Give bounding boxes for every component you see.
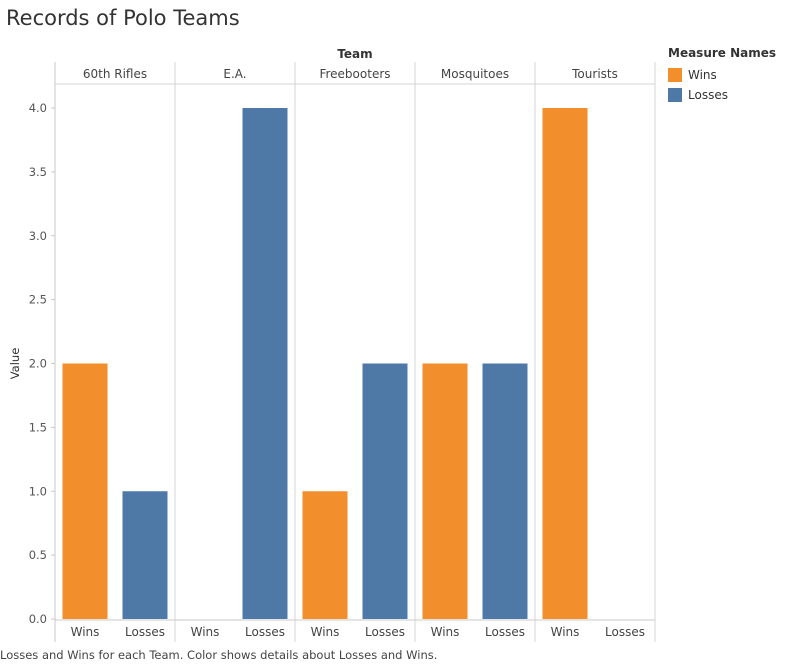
team-header-60th-rifles: 60th Rifles (83, 67, 147, 81)
x-tick-label-freebooters-wins: Wins (311, 625, 340, 639)
x-tick-label-60th-rifles-wins: Wins (71, 625, 100, 639)
x-tick-label-mosquitoes-wins: Wins (431, 625, 460, 639)
team-header-freebooters: Freebooters (319, 67, 390, 81)
bar-60th-rifles-losses (122, 491, 168, 619)
y-tick-label: 2.5 (29, 293, 47, 307)
legend-title: Measure Names (668, 46, 777, 60)
legend-swatch-wins (668, 68, 682, 82)
legend: Measure Names Wins Losses (668, 46, 776, 105)
y-tick-label: 4.0 (29, 101, 47, 115)
bar-e-a-losses (242, 108, 288, 619)
bar-tourists-wins (542, 108, 588, 619)
team-header-mosquitoes: Mosquitoes (441, 67, 509, 81)
y-tick-label: 1.0 (29, 484, 47, 498)
bar-mosquitoes-losses (482, 363, 528, 619)
legend-label-wins: Wins (688, 68, 717, 82)
y-tick-label: 0.5 (29, 548, 47, 562)
y-tick-label: 2.0 (29, 357, 47, 371)
column-header-label: Team (337, 47, 372, 61)
y-axis-label: Value (8, 348, 22, 380)
x-tick-label-60th-rifles-losses: Losses (125, 625, 165, 639)
y-tick-label: 3.0 (29, 229, 47, 243)
y-tick-label: 1.5 (29, 420, 47, 434)
team-header-e-a: E.A. (223, 67, 246, 81)
y-tick-label: 0.0 (29, 612, 47, 626)
y-tick-label: 3.5 (29, 165, 47, 179)
chart-title: Records of Polo Teams (6, 6, 240, 30)
team-header-tourists: Tourists (571, 67, 618, 81)
x-tick-label-e-a-losses: Losses (245, 625, 285, 639)
bar-mosquitoes-wins (422, 363, 468, 619)
bar-freebooters-wins (302, 491, 348, 619)
x-tick-label-e-a-wins: Wins (191, 625, 220, 639)
x-tick-label-tourists-wins: Wins (551, 625, 580, 639)
legend-item-wins[interactable]: Wins (668, 65, 776, 85)
legend-label-losses: Losses (688, 88, 728, 102)
legend-item-losses[interactable]: Losses (668, 85, 776, 105)
legend-swatch-losses (668, 88, 682, 102)
bar-chart: Team 0.0 0.5 1.0 1.5 2.0 2.5 3.0 3.5 4.0 Value 60th… (8, 47, 656, 642)
x-tick-label-mosquitoes-losses: Losses (485, 625, 525, 639)
chart-caption: Losses and Wins for each Team. Color sho… (0, 648, 438, 662)
x-tick-label-tourists-losses: Losses (605, 625, 645, 639)
bar-freebooters-losses (362, 363, 408, 619)
x-tick-label-freebooters-losses: Losses (365, 625, 405, 639)
bar-60th-rifles-wins (62, 363, 108, 619)
